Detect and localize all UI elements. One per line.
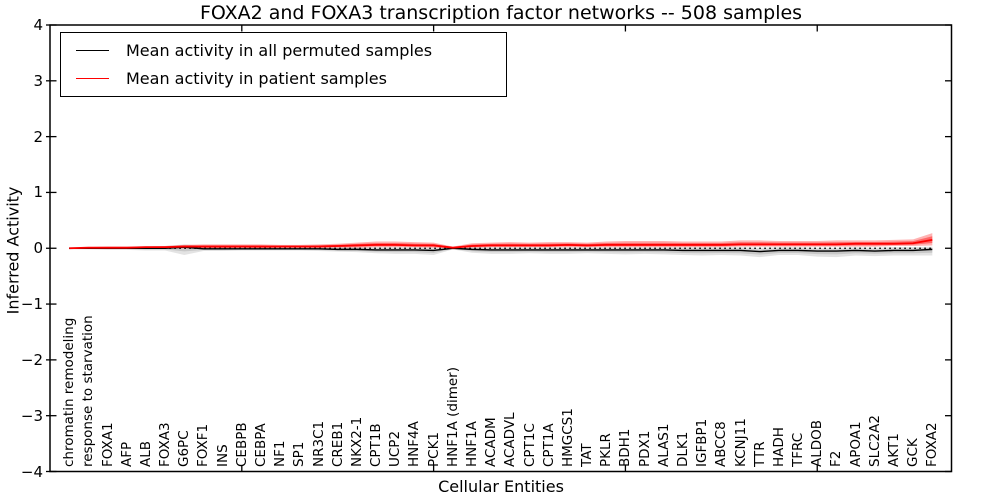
x-tick-label: CREB1 [329, 421, 346, 467]
y-tick-label: −2 [20, 350, 43, 369]
y-tick-label: 1 [33, 183, 43, 202]
y-tick-label: 4 [33, 16, 43, 34]
x-tick-label: APOA1 [847, 421, 864, 467]
legend: Mean activity in all permuted samples Me… [60, 32, 507, 97]
x-axis-title: Cellular Entities [438, 477, 564, 496]
patient-mean-line [69, 238, 933, 250]
x-tick-label: HNF1A (dimer) [444, 367, 461, 467]
x-tick-label: CPT1B [368, 423, 385, 467]
x-tick-label: HNF1A [463, 421, 480, 467]
x-tick-label: PDX1 [636, 430, 653, 467]
x-tick-label: chromatin remodeling [61, 317, 78, 467]
x-tick-label: AFP [118, 441, 135, 467]
x-tick-label: HNF4A [406, 421, 423, 467]
legend-label-permuted: Mean activity in all permuted samples [126, 41, 433, 61]
x-tick-label: IGFBP1 [694, 418, 711, 467]
y-tick-label: 0 [33, 239, 43, 258]
x-tick-label: NF1 [272, 440, 289, 467]
x-tick-label: F2 [828, 450, 845, 467]
x-tick-label: FOXF1 [195, 423, 212, 467]
x-tick-label: FOXA2 [924, 422, 941, 467]
x-tick-label: CEBPB [233, 422, 250, 467]
x-tick-label: GCK [905, 438, 922, 467]
x-tick-label: ALAS1 [655, 423, 672, 467]
x-tick-label: HADH [770, 427, 787, 467]
x-tick-label: ABCC8 [713, 421, 730, 467]
y-tick-label: −3 [20, 406, 43, 425]
x-tick-label: TFRC [790, 432, 807, 467]
x-tick-label: KCNJ11 [732, 418, 749, 467]
y-tick-label: −4 [20, 462, 43, 481]
y-tick-label: 3 [33, 71, 43, 90]
x-tick-label: NR3C1 [310, 420, 327, 467]
y-tick-label: 2 [33, 127, 43, 146]
x-tick-label: UCP2 [387, 430, 404, 467]
x-tick-label: CPT1C [521, 423, 538, 467]
x-tick-label: SP1 [291, 441, 308, 467]
x-tick-label: PKLR [598, 433, 615, 467]
x-tick-label: response to starvation [80, 315, 97, 467]
x-tick-label: FOXA3 [157, 422, 174, 467]
x-tick-label: HMGCS1 [559, 408, 576, 467]
x-tick-label: TTR [751, 441, 768, 467]
permuted-mean-line [69, 246, 933, 253]
x-tick-label: TAT [579, 443, 596, 467]
x-tick-label: BDH1 [617, 428, 634, 467]
legend-line-sample-black [76, 50, 109, 52]
x-tick-label: CEBPA [252, 423, 269, 467]
x-tick-label: ACADVL [502, 412, 519, 467]
y-tick-label: −1 [20, 295, 43, 314]
x-tick-label: INS [214, 444, 231, 467]
confidence-band-outer [69, 244, 933, 258]
legend-entry-patient: Mean activity in patient samples [76, 69, 506, 88]
legend-line-sample-red [76, 77, 109, 79]
x-tick-label: PCK1 [425, 431, 442, 467]
x-tick-label: ALDOB [809, 419, 826, 467]
x-tick-label: CPT1A [540, 423, 557, 467]
legend-entry-permuted: Mean activity in all permuted samples [76, 41, 506, 60]
x-tick-label: NKX2-1 [348, 416, 365, 467]
x-tick-label: SLC2A2 [866, 415, 883, 467]
x-tick-label: ALB [137, 440, 154, 467]
chart-title: FOXA2 and FOXA3 transcription factor net… [199, 2, 803, 24]
x-tick-label: DLK1 [674, 431, 691, 467]
x-tick-label: FOXA1 [99, 422, 116, 467]
x-tick-label: AKT1 [885, 433, 902, 467]
legend-label-patient: Mean activity in patient samples [126, 68, 387, 88]
x-tick-label: G6PC [176, 430, 193, 467]
x-tick-label: ACADM [483, 417, 500, 467]
